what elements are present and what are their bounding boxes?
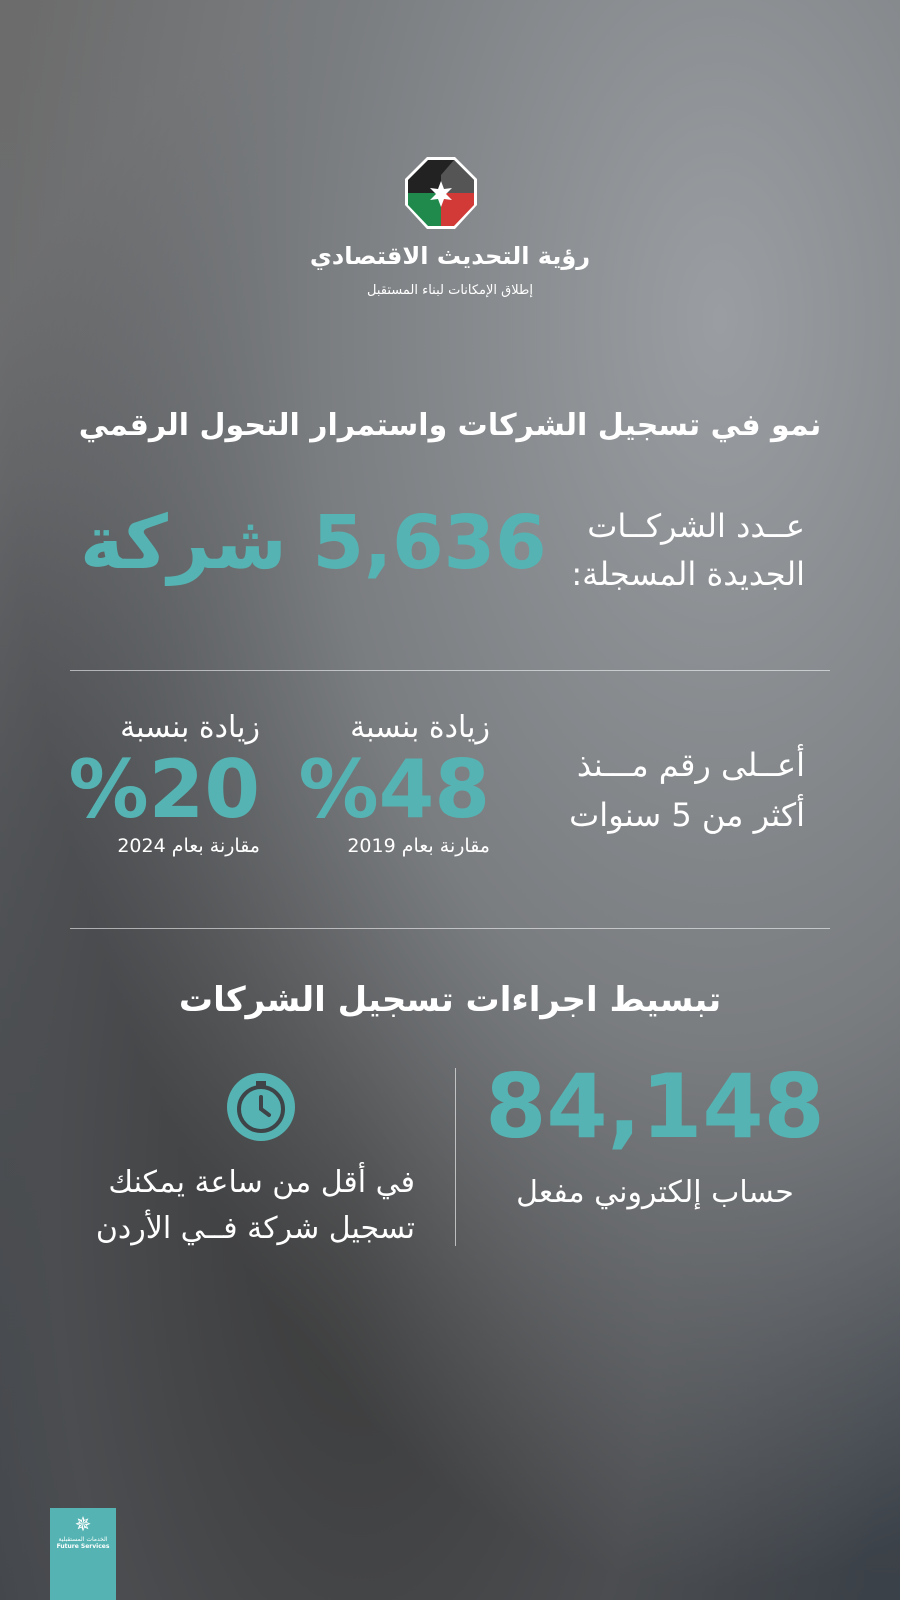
companies-value: 5,636 شركة	[80, 500, 547, 586]
header-title: رؤية التحديث الاقتصادي	[309, 242, 591, 270]
stat-48: زيادة بنسبة %48 مقارنة بعام 2019	[298, 710, 490, 857]
stat-value: %48	[298, 743, 490, 836]
logo-ar: الخدمات المستقبلية	[58, 1536, 108, 1543]
highest-line1: أعــلى رقم مـــنذ	[576, 746, 805, 784]
stat-label: زيادة بنسبة	[120, 710, 260, 745]
section3-heading: تبسيط اجراءات تسجيل الشركات	[178, 980, 722, 1020]
divider	[70, 670, 830, 671]
section1-heading: نمو في تسجيل الشركات واستمرار التحول الر…	[78, 408, 822, 443]
vertical-divider	[455, 1068, 456, 1246]
header-tagline: إطلاق الإمكانات لبناء المستقبل	[367, 283, 533, 298]
accounts-label: حساب إلكتروني مفعل	[516, 1175, 794, 1210]
stat-compare: مقارنة بعام 2024	[117, 835, 260, 857]
divider	[70, 928, 830, 929]
stat-value: %20	[68, 743, 260, 836]
time-line2: تسجيل شركة فــي الأردن	[95, 1211, 415, 1246]
logo-en: Future Services	[56, 1543, 110, 1550]
companies-label-line2: الجديدة المسجلة:	[571, 555, 805, 593]
stat-label: زيادة بنسبة	[350, 710, 490, 745]
clock-icon	[227, 1073, 295, 1141]
time-line1: في أقل من ساعة يمكنك	[108, 1165, 415, 1200]
star-chip-icon: ✵	[74, 1512, 92, 1536]
companies-label-line1: عــدد الشركــات	[587, 507, 805, 545]
highest-line2: أكثر من 5 سنوات	[569, 796, 805, 834]
economic-vision-logo	[405, 157, 477, 229]
stat-20: زيادة بنسبة %20 مقارنة بعام 2024	[68, 710, 260, 857]
accounts-value: 84,148	[485, 1055, 825, 1158]
stat-compare: مقارنة بعام 2019	[347, 835, 490, 857]
future-services-logo: ✵ الخدمات المستقبلية Future Services	[50, 1508, 116, 1600]
